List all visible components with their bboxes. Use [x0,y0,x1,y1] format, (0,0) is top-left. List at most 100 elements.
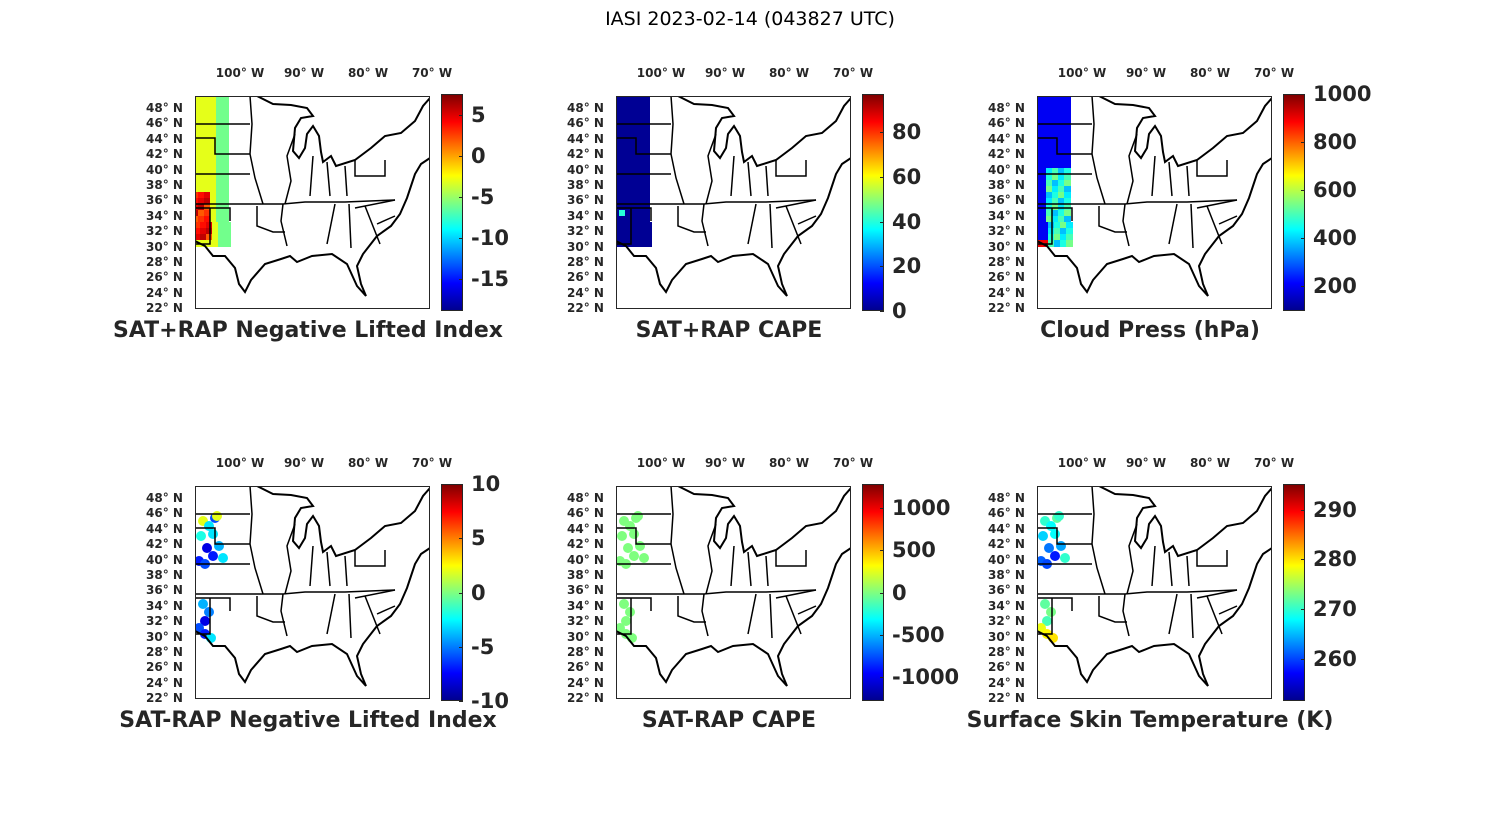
data-swath-cell [1064,174,1071,181]
data-swath-cell [1064,96,1071,103]
data-swath-cell [643,186,650,193]
data-swath-cell [621,222,628,229]
data-swath-cell [1066,234,1073,241]
state-border [354,199,396,209]
lat-tick-label: 24° N [146,675,183,690]
colorbar-tick-label: 40 [892,209,922,234]
data-swath-cell [616,132,620,139]
lat-tick-label: 34° N [988,208,1025,223]
data-swath-cell [643,126,650,133]
colorbar-tick-label: 0 [892,299,907,323]
data-swath-cell [224,222,231,229]
state-border [670,96,685,205]
data-swath-cell [625,114,632,121]
data-swath-cell [216,108,223,115]
lon-tick-label: 80° W [347,456,389,470]
data-swath-cell [204,96,211,103]
data-swath-cell [195,228,201,235]
data-swath-cell [625,126,632,133]
data-swath-cell [616,96,620,103]
data-swath-cell [218,222,225,229]
lat-tick-label: 34° N [146,598,183,613]
lat-tick-label: 30° N [567,239,604,254]
data-swath-cell [1066,228,1073,235]
data-swath-cell [216,198,223,205]
state-border [195,207,231,221]
state-border [195,137,250,155]
data-swath-cell [204,174,211,181]
data-swath-cell [616,180,620,187]
data-swath-cell [1064,162,1071,169]
data-swath-cell [195,192,199,199]
data-swath-cell [1064,144,1071,151]
data-swath-cell [1064,156,1071,163]
data-swath-cell [619,102,626,109]
lat-tick-label: 44° N [146,131,183,146]
data-swath-cell [631,216,638,223]
lon-tick-label: 80° W [768,66,810,80]
data-swath-cell [1054,228,1061,235]
data-swath-cell [222,114,229,121]
colorbar-tick-mark [459,646,463,648]
data-swath-cell [216,168,223,175]
lat-tick-label: 44° N [146,521,183,536]
lat-tick-label: 44° N [988,131,1025,146]
data-swath-cell [619,162,626,169]
data-swath-cell [625,174,632,181]
data-swath-cell [210,114,217,121]
data-swath-cell [1037,180,1041,187]
lat-tick-label: 30° N [146,629,183,644]
data-swath-cell [1040,192,1047,199]
map-panel-3: 100° W 90° W 80° W 70° W 48° N 46° N 44° N 42° … [982,60,1402,390]
data-swath-cell [1058,114,1065,121]
data-swath-cell [1064,102,1071,109]
lat-tick-label: 46° N [567,506,604,521]
data-swath-cell [637,138,644,145]
lat-tick-label: 40° N [146,162,183,177]
data-swath-cell [204,216,211,223]
lat-tick-label: 36° N [988,193,1025,208]
colorbar-tick-label: 270 [1313,597,1357,622]
lat-tick-label: 48° N [146,491,183,505]
lon-tick-label: 100° W [215,66,265,80]
colorbar-tick-label: -15 [471,267,509,292]
lat-tick-label: 26° N [567,660,604,675]
state-border [344,165,348,197]
data-swath-cell [643,144,650,151]
state-border [616,527,671,545]
data-swath-cell [643,108,650,115]
data-swath-cell [195,174,199,181]
colorbar-tick-label: 1000 [1313,82,1372,106]
data-swath-cell [195,150,199,157]
map-frame [616,486,851,699]
data-swath-cell [631,150,638,157]
map-frame [195,486,430,699]
colorbar-tick-label: 0 [471,580,486,605]
colorbar-tick-label: 500 [892,538,936,563]
lon-tick-label: 90° W [704,66,746,80]
data-swath-cell [637,180,644,187]
data-swath-cell [1052,150,1059,157]
data-swath-cell [1040,162,1047,169]
colorbar-tick-mark [459,701,463,702]
data-swath-cell [1052,198,1059,205]
state-border [364,205,381,245]
data-swath-cell [645,228,652,235]
state-border [1037,208,1053,245]
lat-tick-label: 46° N [146,116,183,131]
data-swath-cell [1058,102,1065,109]
data-swath-cell [1052,102,1059,109]
data-swath-cell [616,156,620,163]
state-border [280,593,288,637]
colorbar-tick-mark [880,221,884,223]
data-swath-cell [1064,192,1071,199]
lon-tick-label: 70° W [411,456,453,470]
state-border [376,605,396,615]
data-swath-cell [1046,144,1053,151]
map-panel-4: 100° W 90° W 80° W 70° W 48° N 46° N 44° N 42° … [119,450,560,780]
data-swath-cell [631,132,638,139]
map-frame [616,96,851,309]
data-swath-cell [1037,234,1043,241]
colorbar-tick-label: 200 [1313,274,1357,299]
